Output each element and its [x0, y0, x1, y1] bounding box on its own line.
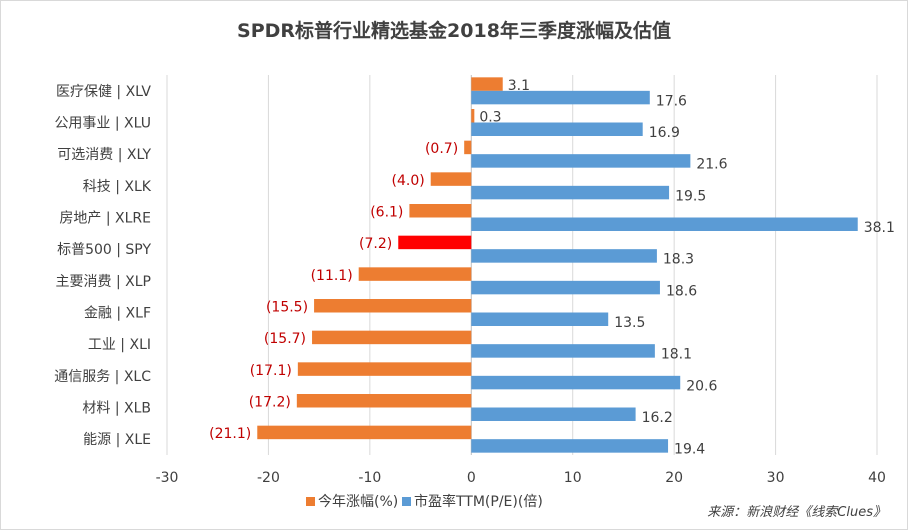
value-label-change: (11.1)	[311, 268, 353, 284]
value-label-pe: 17.6	[656, 93, 687, 109]
value-label-pe: 16.9	[649, 125, 680, 141]
category-label: 能源 | XLE	[83, 432, 151, 448]
bar-pe	[471, 90, 650, 105]
bar-pe	[471, 280, 660, 295]
x-tick-label: -20	[257, 470, 280, 486]
value-label-change: (7.2)	[359, 236, 392, 252]
bar-layer	[257, 77, 858, 453]
category-label: 标普500 | SPY	[57, 242, 151, 258]
x-tick-label: 0	[467, 470, 476, 486]
label-layer: 3.1 17.6 0.3 16.9 (0.7) 21.6 (4.0) 19.5 (6.1) 38.…	[209, 78, 895, 458]
legend-swatch-change	[306, 497, 315, 506]
x-tick-label: 10	[564, 470, 582, 486]
bar-pe	[471, 185, 670, 200]
value-label-change: (15.7)	[264, 331, 306, 347]
bar-pe	[471, 407, 636, 421]
bar-pe	[471, 249, 657, 263]
value-label-change: (0.7)	[425, 141, 458, 157]
bar-change	[409, 204, 472, 218]
x-tick-label: 20	[665, 470, 683, 486]
bar-change	[471, 109, 475, 123]
bar-pe	[471, 344, 655, 358]
value-label-change: (15.5)	[266, 300, 308, 316]
category-label: 工业 | XLI	[88, 337, 151, 353]
bar-pe	[471, 312, 609, 326]
legend-label-pe: 市盈率TTM(P/E)(倍)	[414, 493, 543, 510]
value-label-pe: 38.1	[864, 220, 895, 236]
bar-pe	[471, 122, 643, 136]
category-label: 金融 | XLF	[84, 306, 151, 322]
bar-change	[314, 299, 472, 313]
value-label-pe: 20.6	[686, 378, 717, 394]
bar-change	[312, 330, 472, 345]
x-tick-label: 30	[767, 470, 785, 486]
value-label-pe: 19.5	[675, 188, 706, 204]
category-label: 医疗保健 | XLV	[56, 84, 151, 100]
axis-layer: -30 -20 -10 0 10 20 30 40 医疗保健 | XLV 公用事业 | XLU 可选…	[54, 84, 886, 486]
value-label-pe: 21.6	[696, 157, 727, 173]
category-label: 通信服务 | XLC	[54, 369, 151, 385]
value-label-pe: 19.4	[674, 442, 705, 458]
bar-pe	[471, 154, 691, 168]
bar-change	[257, 425, 472, 440]
grid-layer	[166, 75, 878, 455]
value-label-pe: 18.3	[663, 252, 694, 268]
value-label-pe: 18.1	[661, 347, 692, 363]
legend-swatch-pe	[402, 497, 411, 506]
bar-change	[464, 140, 472, 155]
legend-label-change: 今年涨幅(%)	[318, 494, 398, 510]
value-label-change: (21.1)	[209, 426, 251, 442]
legend: 今年涨幅(%) 市盈率TTM(P/E)(倍)	[306, 493, 543, 510]
x-tick-label: -30	[156, 470, 179, 486]
bar-change	[398, 235, 472, 250]
category-label: 科技 | XLK	[83, 179, 152, 195]
bar-change	[430, 172, 472, 186]
value-label-pe: 16.2	[642, 410, 673, 426]
value-label-change: (17.2)	[249, 395, 291, 411]
category-label: 主要消费 | XLP	[56, 274, 151, 290]
chart-title: SPDR标普行业精选基金2018年三季度涨幅及估值	[237, 19, 671, 42]
category-label: 可选消费 | XLY	[57, 147, 151, 163]
bar-change	[296, 394, 472, 408]
source-note: 来源：新浪财经《线索Clues》	[707, 504, 886, 520]
category-label: 房地产 | XLRE	[59, 211, 151, 227]
value-label-change: 3.1	[508, 78, 530, 94]
bar-change	[358, 267, 472, 281]
value-label-pe: 18.6	[666, 283, 697, 299]
bar-pe	[471, 217, 858, 231]
bar-change	[297, 362, 472, 376]
value-label-pe: 13.5	[614, 315, 645, 331]
x-tick-label: -10	[358, 470, 381, 486]
value-label-change: (17.1)	[250, 363, 292, 379]
value-label-change: (6.1)	[370, 205, 403, 221]
bar-change	[471, 77, 503, 91]
category-label: 公用事业 | XLU	[54, 116, 151, 132]
bar-pe	[471, 375, 681, 390]
value-label-change: 0.3	[479, 110, 501, 126]
bar-pe	[471, 439, 669, 453]
category-label: 材料 | XLB	[82, 401, 151, 417]
value-label-change: (4.0)	[392, 173, 425, 189]
x-tick-label: 40	[868, 470, 886, 486]
